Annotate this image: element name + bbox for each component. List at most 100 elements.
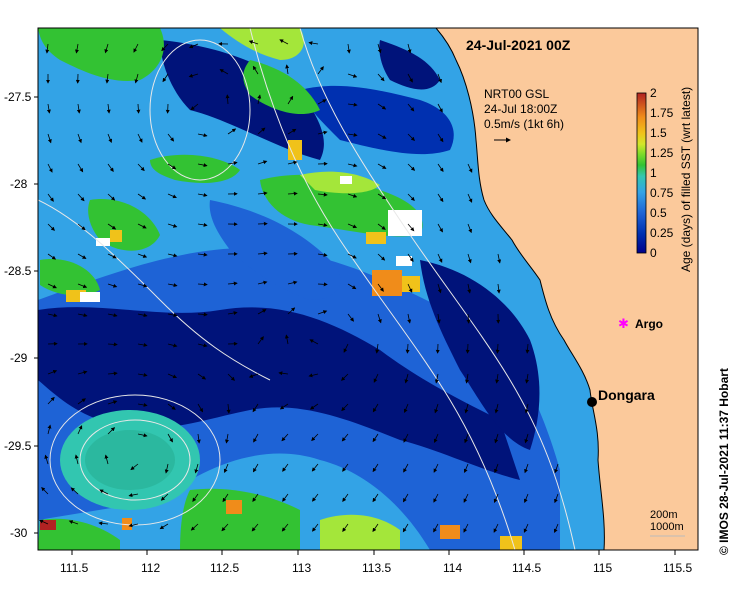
- current-arrow: [107, 371, 118, 376]
- current-arrow: [308, 41, 319, 46]
- nodata-4: [96, 238, 110, 246]
- current-arrow: [167, 313, 178, 318]
- current-arrow: [99, 489, 109, 495]
- current-arrow: [433, 433, 439, 444]
- current-arrow: [190, 103, 199, 111]
- current-arrow: [77, 223, 86, 231]
- current-arrow: [347, 73, 358, 78]
- current-arrow: [347, 253, 357, 259]
- current-arrow: [524, 433, 529, 444]
- current-arrow: [312, 493, 319, 502]
- contour-1000m: [249, 28, 516, 550]
- current-arrow: [497, 253, 502, 264]
- lat-tick: -28.5: [4, 264, 32, 278]
- current-arrow: [197, 133, 208, 138]
- deep-blue-band: [38, 307, 520, 480]
- current-arrow: [407, 133, 415, 141]
- current-arrow: [524, 403, 529, 414]
- current-arrow: [523, 493, 529, 504]
- current-arrow: [403, 433, 409, 443]
- current-arrow: [554, 493, 559, 504]
- current-arrow: [128, 523, 139, 528]
- lime-patch-n: [220, 28, 304, 60]
- current-arrow: [493, 493, 499, 504]
- current-arrow: [159, 523, 169, 530]
- map-field: Dongara ✱ Argo 24-Jul-2021 00Z NRT00 GSL…: [38, 28, 698, 550]
- current-arrow: [341, 433, 349, 442]
- current-arrow: [107, 400, 118, 405]
- current-arrow: [434, 373, 439, 384]
- current-arrow: [188, 73, 199, 78]
- cb-tick: 0.75: [650, 186, 674, 200]
- current-arrow: [282, 463, 289, 472]
- current-arrow: [375, 343, 380, 354]
- current-arrow: [405, 343, 410, 354]
- current-arrow: [257, 94, 262, 105]
- current-arrow: [197, 373, 207, 380]
- cb-tick: 1.5: [650, 126, 667, 140]
- current-arrow: [287, 191, 298, 196]
- current-arrow: [407, 283, 413, 293]
- current-arrow: [437, 253, 443, 263]
- current-arrow: [77, 193, 85, 202]
- yellow-patch-2: [366, 232, 386, 244]
- current-arrow: [162, 73, 169, 83]
- lon-tick: 115: [593, 561, 612, 575]
- current-arrow: [373, 373, 379, 383]
- current-arrow: [377, 283, 384, 292]
- current-arrow: [77, 163, 84, 173]
- current-arrow: [161, 43, 169, 52]
- current-arrow: [525, 343, 530, 354]
- current-arrow: [137, 342, 148, 347]
- current-arrow: [436, 313, 441, 324]
- current-arrow: [167, 253, 178, 258]
- ssh-contour-3: [149, 39, 251, 181]
- current-arrow: [372, 433, 379, 443]
- current-arrow: [437, 133, 444, 143]
- current-arrow: [463, 523, 469, 533]
- lon-tick: 115.5: [663, 561, 692, 575]
- current-arrow: [317, 99, 327, 105]
- deep-blue-coastal: [420, 260, 540, 450]
- nodata-5: [340, 176, 352, 184]
- current-arrow: [463, 463, 469, 474]
- current-arrow: [347, 193, 358, 198]
- current-arrow: [342, 493, 349, 502]
- current-arrow: [252, 493, 259, 502]
- current-arrow: [377, 43, 382, 54]
- current-arrow: [98, 521, 109, 526]
- current-arrow: [252, 463, 259, 473]
- current-arrow: [554, 463, 559, 474]
- current-arrow: [317, 252, 328, 257]
- current-arrow: [312, 523, 319, 532]
- nodata-1: [388, 210, 422, 236]
- current-arrow: [137, 133, 143, 143]
- current-arrow: [226, 403, 231, 414]
- current-arrow: [77, 283, 88, 288]
- green-patch-center: [260, 174, 423, 237]
- current-arrow: [524, 463, 529, 474]
- current-arrow: [407, 73, 413, 83]
- current-arrow: [197, 282, 208, 287]
- current-arrow: [248, 373, 259, 378]
- current-arrow: [377, 103, 387, 110]
- current-arrow: [467, 193, 473, 203]
- cb-tick: 1.75: [650, 106, 674, 120]
- current-arrow: [372, 493, 379, 503]
- current-arrow: [372, 463, 379, 473]
- lat-axis: -27.5 -28 -28.5 -29 -29.5 -30: [4, 90, 38, 540]
- current-arrow: [404, 373, 409, 384]
- current-arrow: [347, 132, 358, 137]
- green-patch-south: [180, 488, 300, 550]
- current-arrow: [137, 223, 147, 229]
- current-arrow: [494, 403, 499, 414]
- current-arrow: [224, 433, 229, 444]
- cb-tick: 1: [650, 166, 657, 180]
- current-arrow: [197, 222, 208, 227]
- current-arrow: [309, 339, 319, 345]
- current-arrow: [225, 94, 230, 105]
- current-arrow: [196, 433, 201, 444]
- current-arrow: [164, 463, 169, 474]
- ssh-contour-2: [79, 419, 191, 501]
